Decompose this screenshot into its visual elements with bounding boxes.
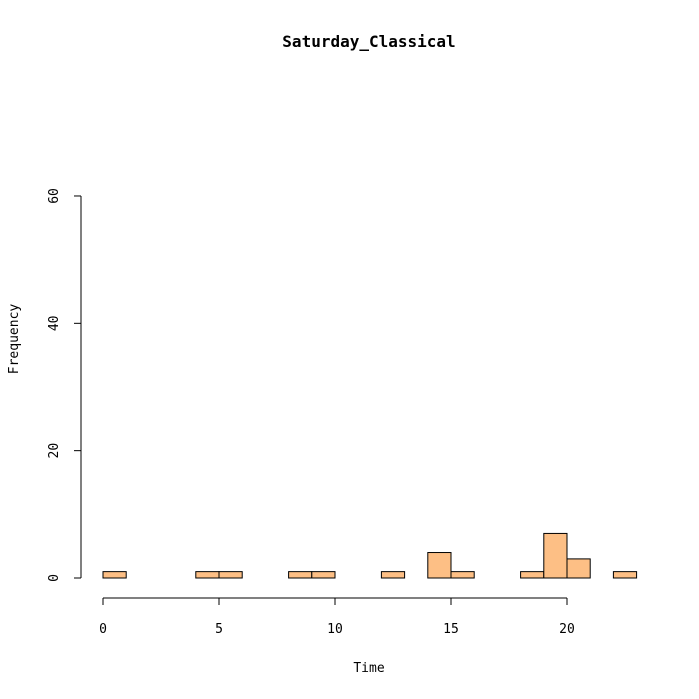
x-tick-label: 10: [327, 622, 343, 637]
histogram-bar: [195, 571, 220, 579]
y-tick-label: 20: [47, 443, 62, 459]
histogram-bar: [612, 571, 638, 579]
histogram-bar: [288, 571, 313, 579]
histogram-bar: [380, 571, 406, 579]
y-tick-label: 0: [47, 574, 62, 582]
histogram-bar: [427, 552, 452, 579]
x-tick-label: 15: [443, 622, 459, 637]
histogram-bar: [566, 558, 591, 579]
plot-area: 0 20 40 60 0 5 10 15 20: [47, 188, 638, 637]
histogram-bar: [543, 532, 568, 579]
x-tick-label: 20: [559, 622, 575, 637]
y-tick-label: 60: [47, 188, 62, 204]
chart-title: Saturday_Classical: [282, 32, 455, 51]
histogram-bar: [102, 571, 127, 579]
y-tick-label: 40: [47, 315, 62, 331]
x-tick-label: 0: [99, 622, 107, 637]
histogram-bar: [311, 571, 336, 579]
histogram-bar: [450, 571, 475, 579]
histogram-bar: [520, 571, 545, 579]
x-axis-label: Time: [353, 661, 384, 676]
y-axis-label: Frequency: [7, 304, 22, 375]
x-tick-label: 5: [215, 622, 223, 637]
histogram-bar: [218, 571, 243, 579]
